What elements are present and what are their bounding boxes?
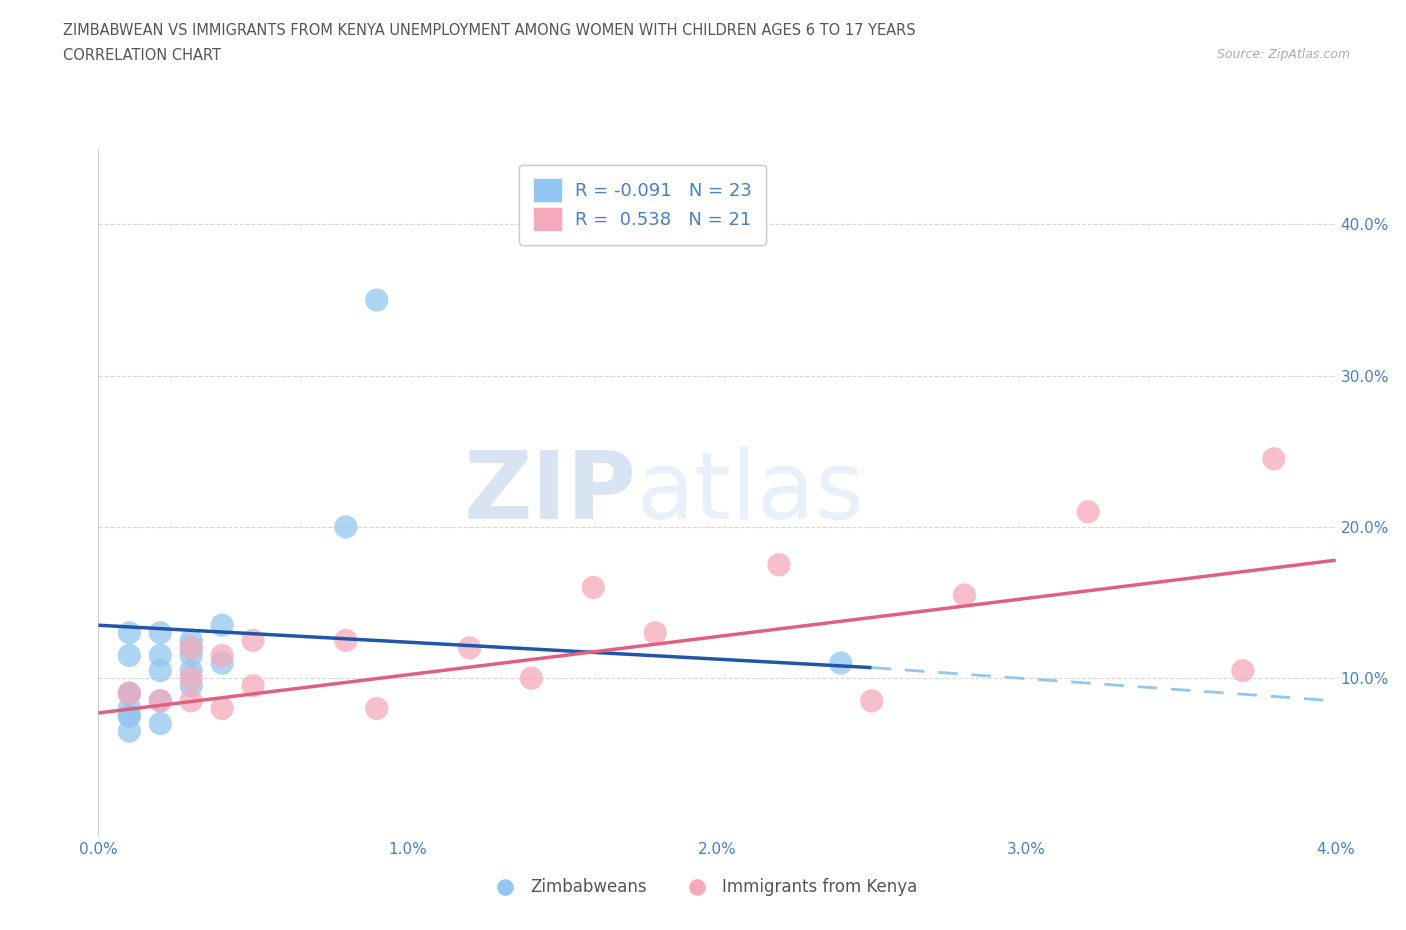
Point	[242, 633, 264, 648]
Point	[180, 633, 202, 648]
Point	[149, 716, 172, 731]
Point	[118, 685, 141, 700]
Point	[180, 641, 202, 656]
Text: ZIMBABWEAN VS IMMIGRANTS FROM KENYA UNEMPLOYMENT AMONG WOMEN WITH CHILDREN AGES : ZIMBABWEAN VS IMMIGRANTS FROM KENYA UNEM…	[63, 23, 915, 38]
Point	[180, 663, 202, 678]
Point	[180, 648, 202, 663]
Point	[860, 694, 883, 709]
Point	[211, 648, 233, 663]
Point	[366, 293, 388, 308]
Point	[180, 641, 202, 656]
Text: Source: ZipAtlas.com: Source: ZipAtlas.com	[1216, 48, 1350, 61]
Point	[458, 641, 481, 656]
Point	[366, 701, 388, 716]
Point	[149, 663, 172, 678]
Point	[1077, 504, 1099, 519]
Point	[953, 588, 976, 603]
Point	[149, 648, 172, 663]
Text: ZIP: ZIP	[464, 447, 637, 538]
Point	[118, 724, 141, 738]
Legend: Zimbabweans, Immigrants from Kenya: Zimbabweans, Immigrants from Kenya	[482, 871, 924, 903]
Point	[118, 701, 141, 716]
Point	[180, 671, 202, 685]
Text: CORRELATION CHART: CORRELATION CHART	[63, 48, 221, 63]
Point	[211, 656, 233, 671]
Point	[768, 557, 790, 572]
Point	[149, 694, 172, 709]
Point	[118, 709, 141, 724]
Point	[180, 678, 202, 693]
Point	[118, 685, 141, 700]
Point	[211, 701, 233, 716]
Point	[118, 709, 141, 724]
Point	[118, 685, 141, 700]
Point	[242, 678, 264, 693]
Point	[211, 618, 233, 632]
Point	[335, 520, 357, 535]
Text: atlas: atlas	[637, 447, 865, 538]
Point	[335, 633, 357, 648]
Legend: R = -0.091   N = 23, R =  0.538   N = 21: R = -0.091 N = 23, R = 0.538 N = 21	[519, 165, 766, 245]
Point	[1232, 663, 1254, 678]
Point	[582, 580, 605, 595]
Point	[118, 625, 141, 640]
Point	[1263, 451, 1285, 466]
Point	[520, 671, 543, 685]
Point	[180, 694, 202, 709]
Point	[149, 625, 172, 640]
Point	[830, 656, 852, 671]
Point	[118, 648, 141, 663]
Point	[644, 625, 666, 640]
Point	[149, 694, 172, 709]
